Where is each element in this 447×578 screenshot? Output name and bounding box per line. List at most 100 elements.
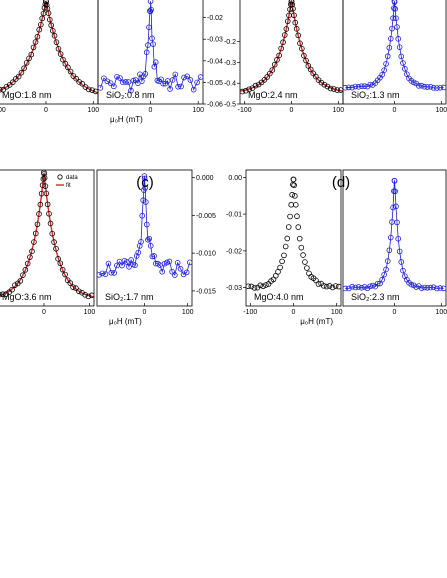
data-point <box>315 281 322 287</box>
data-point <box>108 269 115 276</box>
data-point <box>122 79 129 85</box>
data-point <box>332 283 339 289</box>
data-point <box>101 75 107 82</box>
data-point <box>23 60 30 66</box>
data-point <box>166 258 173 265</box>
data-point <box>17 278 24 284</box>
y-tick-label: -0.05 <box>207 80 223 87</box>
data-point <box>416 83 422 89</box>
data-point <box>288 201 294 208</box>
data-point <box>313 73 319 80</box>
data-point <box>386 247 393 254</box>
data-point <box>111 270 117 276</box>
y-tick-label: -0.2 <box>224 39 236 46</box>
data-point <box>164 259 170 266</box>
data-point <box>389 25 395 32</box>
data-point <box>246 283 251 290</box>
data-point <box>150 41 156 47</box>
data-point <box>151 253 157 259</box>
data-point <box>284 235 291 242</box>
panel-label-c: (c) <box>136 174 154 191</box>
data-point <box>418 285 425 291</box>
data-point <box>120 79 126 86</box>
data-point <box>391 178 398 184</box>
data-point <box>327 85 334 92</box>
data-point <box>294 213 300 220</box>
data-point <box>152 59 159 66</box>
y-tick-label: -0.3 <box>224 60 236 67</box>
data-point <box>175 83 181 90</box>
x-axis-label: μ₀H (mT) <box>109 317 142 326</box>
data-point <box>37 21 44 28</box>
data-point <box>172 71 179 78</box>
data-point <box>50 27 56 34</box>
data-point <box>128 257 134 263</box>
data-point <box>430 85 437 91</box>
data-point <box>251 285 258 291</box>
data-point <box>323 283 330 290</box>
panel-label-d: (d) <box>332 174 350 191</box>
data-point <box>85 293 92 300</box>
data-point <box>288 0 295 5</box>
data-point <box>102 271 109 277</box>
x-tick-label: 0 <box>149 107 153 114</box>
data-point <box>0 291 6 298</box>
data-point <box>51 239 57 245</box>
data-point <box>160 80 166 87</box>
data-point <box>296 235 303 242</box>
data-point <box>9 286 15 293</box>
data-point <box>142 184 148 191</box>
data-point <box>337 87 343 93</box>
data-point <box>18 69 25 76</box>
data-point <box>79 81 86 87</box>
data-point <box>194 79 200 86</box>
series-line <box>345 1 444 89</box>
data-point <box>174 259 181 266</box>
data-point <box>271 61 278 68</box>
data-point <box>246 86 252 93</box>
x-tick-label: -100 <box>243 309 257 316</box>
data-point <box>41 175 48 181</box>
data-point <box>289 1 295 8</box>
data-point <box>352 83 359 90</box>
axes-frame <box>342 169 447 307</box>
data-point <box>67 68 74 75</box>
data-point <box>379 71 385 78</box>
data-point <box>387 234 394 241</box>
data-point <box>97 272 102 278</box>
data-point <box>107 80 114 86</box>
data-point <box>12 282 18 288</box>
data-point <box>123 259 130 265</box>
data-point <box>44 201 51 208</box>
axes-frame <box>342 0 447 105</box>
series-line <box>345 179 444 289</box>
data-point <box>285 224 292 230</box>
sample-label: MgO:2.4 nm <box>248 90 298 100</box>
sample-label: SiO₂:0.8 nm <box>106 90 155 100</box>
data-point <box>301 52 307 59</box>
data-point <box>42 183 49 189</box>
data-point <box>149 35 155 42</box>
data-point <box>138 239 144 245</box>
y-tick-label: -0.015 <box>196 288 216 295</box>
data-point <box>291 182 297 189</box>
data-point <box>156 78 162 84</box>
axes-frame <box>245 169 342 307</box>
data-point <box>144 221 150 228</box>
data-point <box>400 267 406 274</box>
data-point <box>88 292 94 299</box>
data-point <box>31 239 37 245</box>
data-point <box>392 188 398 195</box>
data-point <box>57 260 64 267</box>
data-point <box>282 243 289 250</box>
legend: data fit <box>56 174 78 189</box>
y-tick-label: -0.010 <box>196 251 216 258</box>
subplot-b-right: 0 100 SiO₂:1.3 nm <box>342 0 447 114</box>
y-tick-label: -0.04 <box>207 58 223 65</box>
data-point <box>53 39 60 45</box>
series-line <box>100 1 201 93</box>
data-point <box>321 81 328 88</box>
x-tick-label: 0 <box>292 309 296 316</box>
data-point <box>302 259 308 265</box>
